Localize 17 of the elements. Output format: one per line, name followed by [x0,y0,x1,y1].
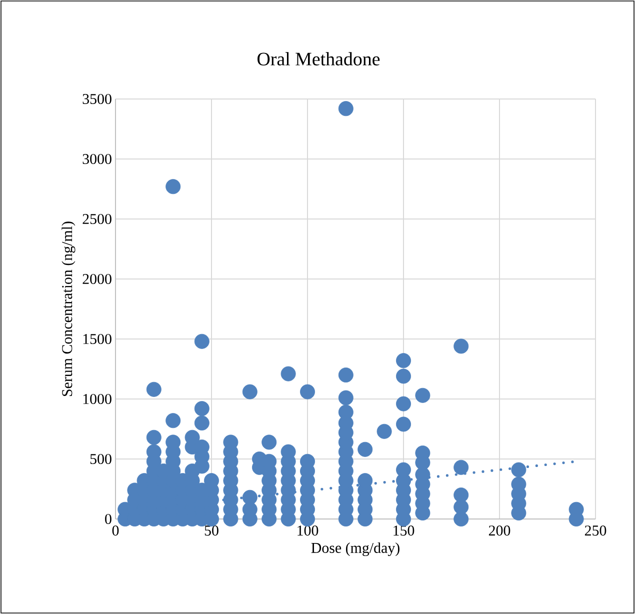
y-tick-label: 1500 [83,334,112,344]
chart-title: Oral Methadone [258,52,380,66]
y-tick-label: 0 [105,514,112,524]
y-tick-label: 3000 [82,154,112,164]
x-tick-label: 0 [112,526,119,536]
y-tick-label: 2000 [82,274,112,284]
x-axis-title: Dose (mg/day) [311,542,400,556]
x-tick-label: 50 [204,526,218,536]
y-tick-label: 3500 [82,94,112,104]
y-tick-label: 2500 [82,214,112,224]
y-tick-label: 500 [90,454,112,464]
x-tick-label: 200 [488,526,510,536]
y-axis-title: Serum Concentration (ng/ml) [62,222,76,396]
x-tick-label: 100 [298,526,318,536]
x-tick-label: 250 [584,526,606,536]
y-tick-label: 1000 [83,394,112,404]
x-tick-label: 150 [394,526,414,536]
